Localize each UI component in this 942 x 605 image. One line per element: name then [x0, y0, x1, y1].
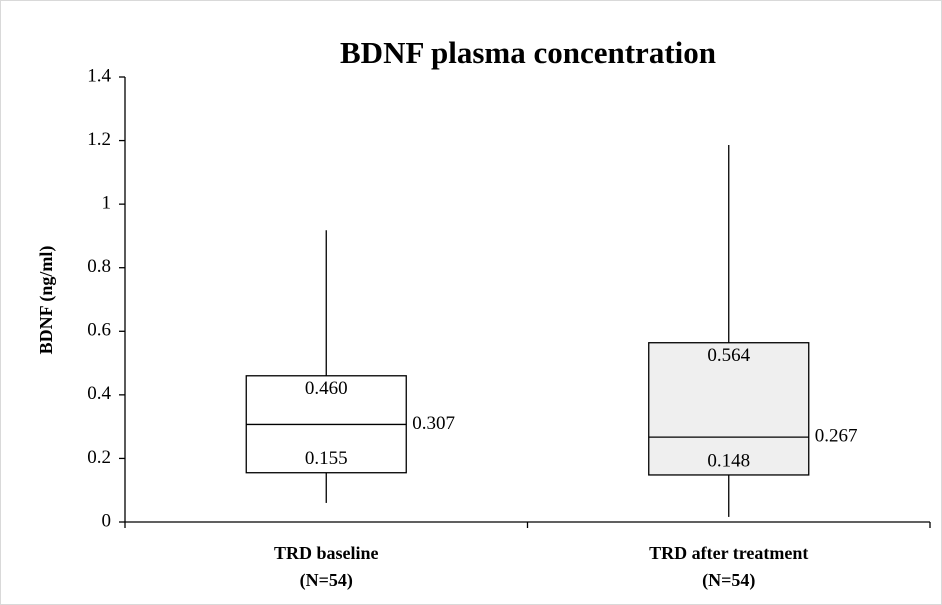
x-tick-label: (N=54)	[300, 570, 353, 591]
value-label: 0.564	[707, 345, 750, 366]
y-tick-label: 0.2	[87, 447, 111, 468]
value-label: 0.155	[305, 448, 348, 469]
box	[648, 342, 810, 476]
value-label: 0.460	[305, 378, 348, 399]
value-label: 0.267	[815, 425, 858, 446]
y-tick-label: 1	[102, 193, 112, 214]
value-label: 0.307	[412, 413, 455, 434]
y-tick-label: 1.2	[87, 129, 111, 150]
y-axis-label: BDNF (ng/ml)	[36, 246, 57, 355]
y-tick-label: 0.4	[87, 383, 111, 404]
value-label: 0.148	[707, 450, 750, 471]
x-tick-label: TRD baseline	[274, 543, 379, 563]
x-tick-label: (N=54)	[702, 570, 755, 591]
y-tick-label: 0	[102, 510, 112, 531]
y-tick-label: 0.8	[87, 256, 111, 277]
chart-title: BDNF plasma concentration	[340, 35, 716, 70]
y-tick-label: 0.6	[87, 320, 111, 341]
y-tick-label: 1.4	[87, 65, 111, 86]
x-tick-label: TRD after treatment	[649, 543, 808, 563]
